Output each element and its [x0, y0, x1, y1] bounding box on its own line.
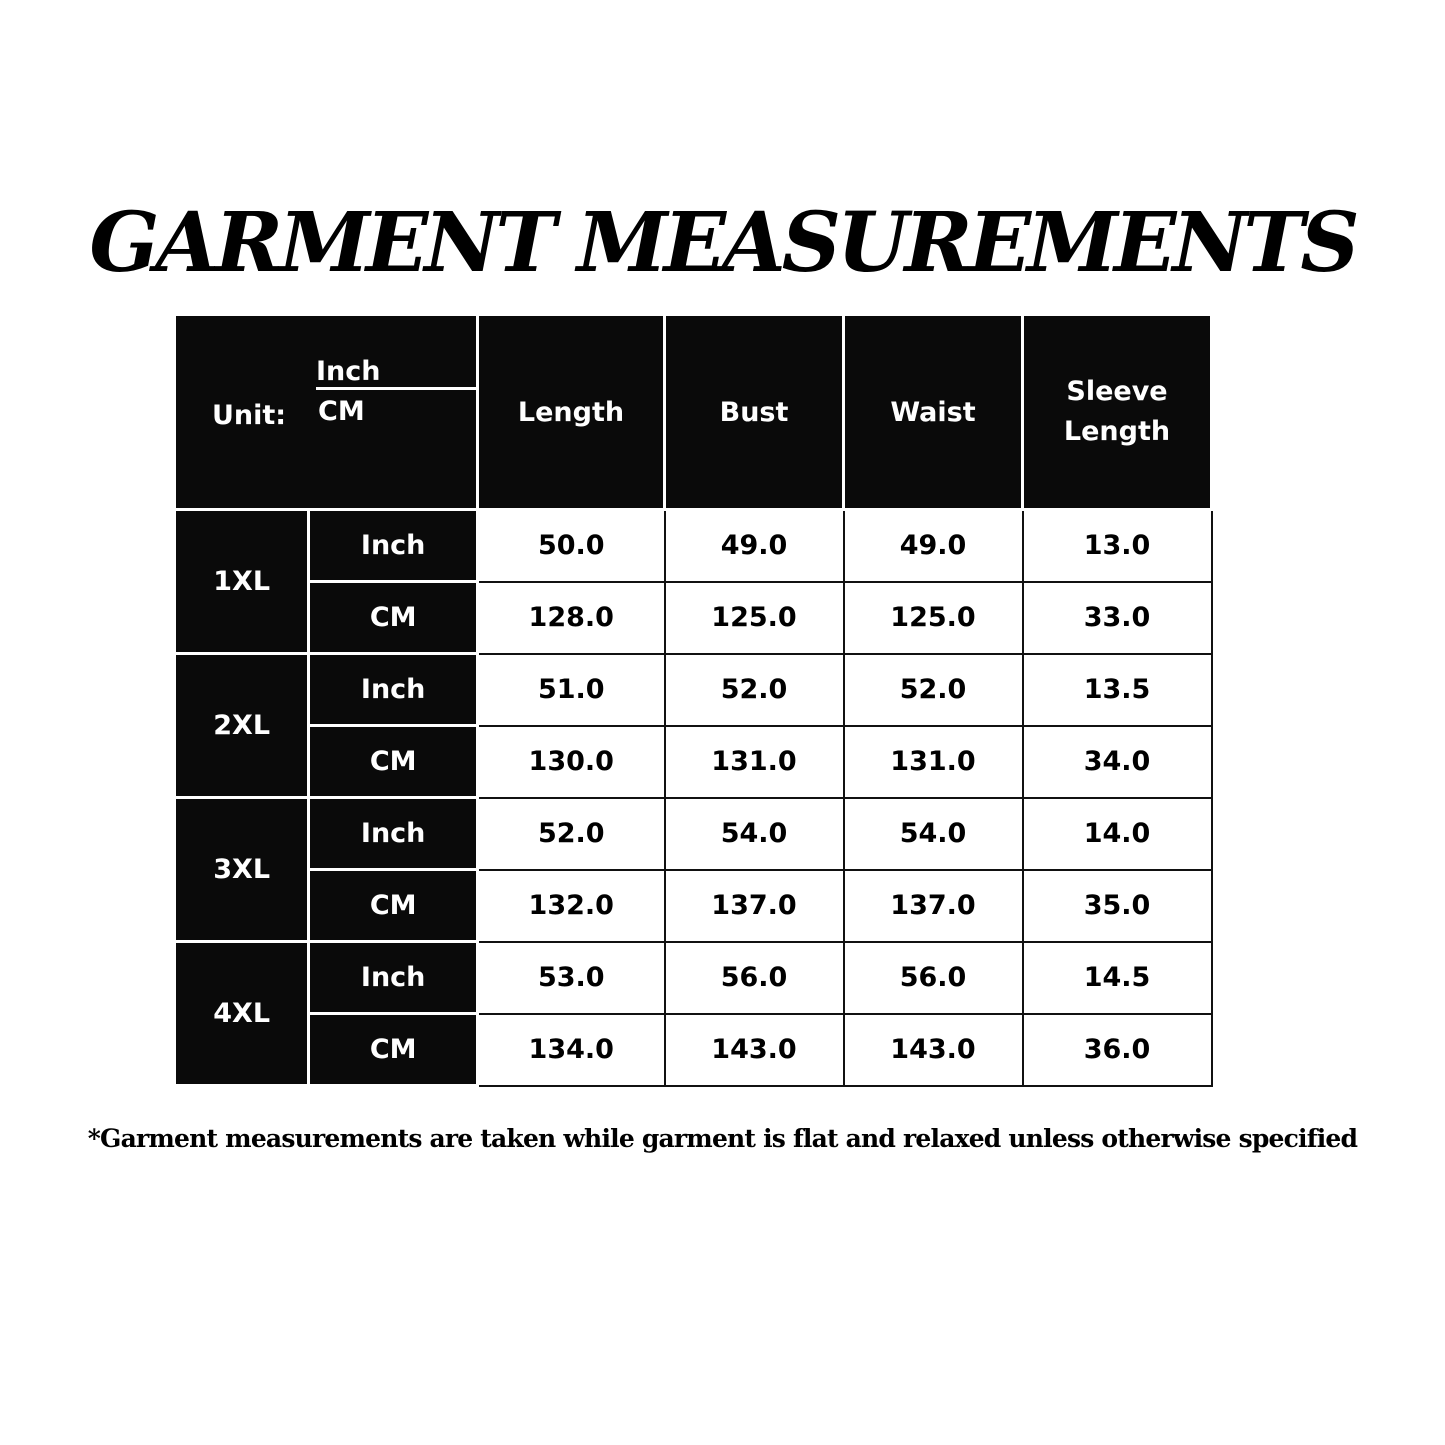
- value-cell: 54.0: [663, 796, 845, 871]
- value-cell: 143.0: [842, 1012, 1024, 1087]
- value-cell: 137.0: [842, 868, 1024, 943]
- value-cell: 52.0: [663, 652, 845, 727]
- header-row: Unit: Inch CM Length Bust Waist Sleeve L…: [173, 313, 1213, 511]
- value-cell: 131.0: [663, 724, 845, 799]
- value-cell: 50.0: [476, 508, 666, 583]
- size-label: 3XL: [172, 796, 311, 943]
- value-cell: 34.0: [1021, 724, 1213, 799]
- size-label: 2XL: [172, 652, 311, 799]
- col-waist: Waist: [842, 313, 1024, 511]
- unit-label: Inch: [307, 508, 479, 583]
- value-cell: 36.0: [1021, 1012, 1213, 1087]
- unit-label: CM: [307, 1012, 479, 1087]
- unit-label: Inch: [307, 652, 479, 727]
- page-title: GARMENT MEASUREMENTS: [89, 195, 1359, 291]
- table-row: 4XL Inch 53.0 56.0 56.0 14.5: [172, 940, 1213, 1087]
- unit-label: Inch: [307, 796, 479, 871]
- value-cell: 14.0: [1021, 796, 1213, 871]
- unit-header: Unit: Inch CM: [173, 313, 479, 511]
- unit-inch: Inch: [316, 356, 476, 390]
- col-length: Length: [476, 313, 666, 511]
- value-cell: 51.0: [476, 652, 666, 727]
- value-cell: 52.0: [476, 796, 666, 871]
- col-bust: Bust: [663, 313, 845, 511]
- value-cell: 56.0: [842, 940, 1024, 1015]
- table-row: CM 128.0 125.0 125.0 33.0: [175, 580, 1213, 655]
- unit-label: CM: [307, 868, 479, 943]
- value-cell: 49.0: [663, 508, 845, 583]
- unit-label: CM: [307, 580, 479, 655]
- value-cell: 143.0: [663, 1012, 845, 1087]
- value-cell: 130.0: [476, 724, 666, 799]
- value-cell: 125.0: [663, 580, 845, 655]
- unit-label: Inch: [307, 940, 479, 1015]
- value-cell: 137.0: [663, 868, 845, 943]
- value-cell: 53.0: [476, 940, 666, 1015]
- table-row: 3XL Inch 52.0 54.0 54.0 14.0: [172, 796, 1213, 943]
- value-cell: 14.5: [1021, 940, 1213, 1015]
- value-cell: 33.0: [1021, 580, 1213, 655]
- value-cell: 13.5: [1021, 652, 1213, 727]
- unit-cm: CM: [318, 396, 365, 427]
- size-label: 4XL: [172, 940, 311, 1087]
- value-cell: 52.0: [842, 652, 1024, 727]
- value-cell: 131.0: [842, 724, 1024, 799]
- value-cell: 56.0: [663, 940, 845, 1015]
- value-cell: 54.0: [842, 796, 1024, 871]
- table-row: CM 132.0 137.0 137.0 35.0: [175, 868, 1213, 943]
- value-cell: 134.0: [476, 1012, 666, 1087]
- value-cell: 13.0: [1021, 508, 1213, 583]
- size-label: 1XL: [172, 508, 311, 655]
- table-row: CM 130.0 131.0 131.0 34.0: [175, 724, 1213, 799]
- value-cell: 35.0: [1021, 868, 1213, 943]
- table-row: CM 134.0 143.0 143.0 36.0: [175, 1012, 1213, 1087]
- table-row: 2XL Inch 51.0 52.0 52.0 13.5: [172, 652, 1213, 799]
- value-cell: 49.0: [842, 508, 1024, 583]
- footnote: *Garment measurements are taken while ga…: [87, 1124, 1358, 1153]
- value-cell: 132.0: [476, 868, 666, 943]
- value-cell: 128.0: [476, 580, 666, 655]
- col-sleeve-length: Sleeve Length: [1021, 313, 1213, 511]
- measurement-table: Unit: Inch CM Length Bust Waist Sleeve L…: [172, 313, 1213, 1087]
- unit-label: Unit:: [212, 400, 287, 431]
- value-cell: 125.0: [842, 580, 1024, 655]
- table-row: 1XL Inch 50.0 49.0 49.0 13.0: [172, 508, 1213, 655]
- unit-label: CM: [307, 724, 479, 799]
